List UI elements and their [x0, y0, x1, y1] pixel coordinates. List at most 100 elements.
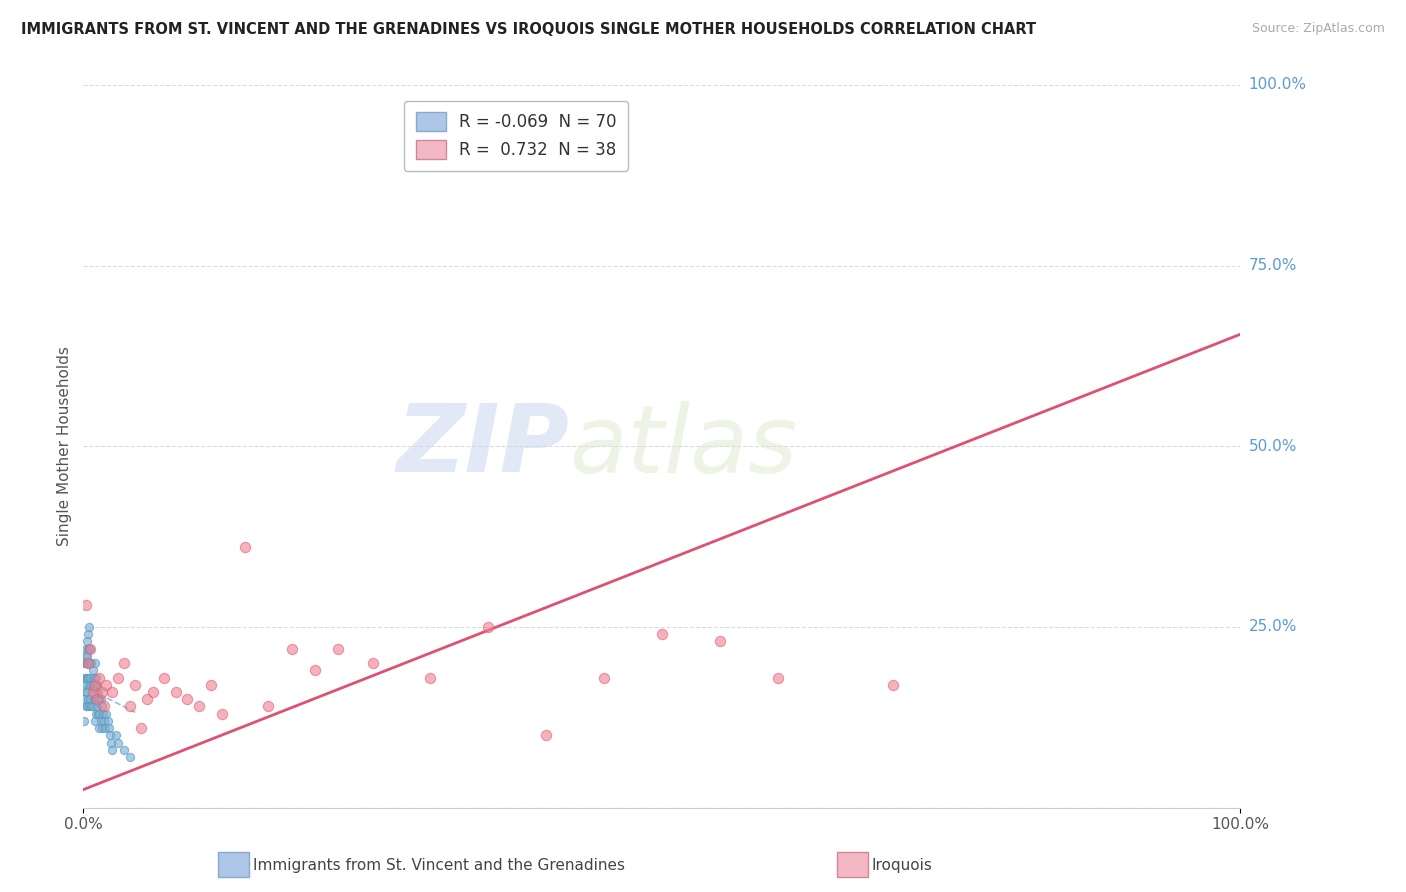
Point — [89, 721, 111, 735]
Point — [83, 692, 105, 706]
Point — [326, 641, 349, 656]
Text: Iroquois: Iroquois — [872, 858, 932, 872]
Point — [91, 706, 114, 721]
Point — [77, 656, 100, 670]
Point — [79, 656, 101, 670]
Point — [75, 671, 97, 685]
Point — [87, 706, 110, 721]
Point — [86, 678, 108, 692]
Point — [142, 685, 165, 699]
Text: IMMIGRANTS FROM ST. VINCENT AND THE GRENADINES VS IROQUOIS SINGLE MOTHER HOUSEHO: IMMIGRANTS FROM ST. VINCENT AND THE GREN… — [21, 22, 1036, 37]
Point — [77, 699, 100, 714]
Point — [188, 699, 211, 714]
Point — [766, 671, 789, 685]
Point — [76, 699, 98, 714]
Point — [77, 671, 100, 685]
Point — [82, 685, 104, 699]
Point — [165, 685, 187, 699]
Point — [200, 678, 222, 692]
Point — [73, 692, 96, 706]
Point — [124, 678, 146, 692]
Text: ZIP: ZIP — [396, 401, 569, 492]
Point — [129, 721, 152, 735]
Point — [98, 728, 121, 742]
Point — [97, 714, 120, 728]
Point — [304, 664, 326, 678]
Point — [83, 671, 105, 685]
Point — [118, 699, 141, 714]
Point — [84, 685, 107, 699]
Point — [86, 699, 108, 714]
Y-axis label: Single Mother Households: Single Mother Households — [58, 346, 72, 546]
Point — [79, 671, 101, 685]
Point — [93, 699, 115, 714]
Text: Source: ZipAtlas.com: Source: ZipAtlas.com — [1251, 22, 1385, 36]
Point — [75, 678, 97, 692]
Point — [90, 699, 112, 714]
Point — [477, 620, 499, 634]
Point — [77, 620, 100, 634]
Point — [651, 627, 673, 641]
Point — [75, 699, 97, 714]
Point — [87, 685, 110, 699]
Point — [82, 699, 104, 714]
Text: atlas: atlas — [569, 401, 797, 491]
Point — [75, 648, 97, 663]
Point — [280, 641, 302, 656]
Point — [83, 714, 105, 728]
Point — [82, 678, 104, 692]
Point — [97, 721, 120, 735]
Point — [76, 685, 98, 699]
Point — [153, 671, 176, 685]
Point — [89, 706, 111, 721]
Point — [86, 692, 108, 706]
Point — [80, 699, 103, 714]
Point — [83, 692, 105, 706]
Point — [709, 634, 731, 648]
Point — [77, 627, 100, 641]
Point — [90, 721, 112, 735]
Point — [82, 664, 104, 678]
Text: 50.0%: 50.0% — [1249, 439, 1296, 454]
Point — [93, 714, 115, 728]
Point — [75, 641, 97, 656]
Point — [77, 656, 100, 670]
Point — [112, 743, 135, 757]
Point — [79, 641, 101, 656]
Point — [76, 648, 98, 663]
Point — [89, 692, 111, 706]
Point — [176, 692, 198, 706]
Point — [593, 671, 616, 685]
Point — [75, 685, 97, 699]
Point — [76, 634, 98, 648]
Point — [76, 671, 98, 685]
Point — [83, 656, 105, 670]
Point — [233, 541, 256, 555]
Point — [84, 706, 107, 721]
Point — [96, 706, 118, 721]
Point — [104, 728, 127, 742]
Point — [101, 685, 124, 699]
Point — [90, 692, 112, 706]
Point — [77, 641, 100, 656]
Point — [76, 656, 98, 670]
Point — [257, 699, 280, 714]
Point — [80, 678, 103, 692]
Text: 25.0%: 25.0% — [1249, 619, 1296, 634]
Point — [135, 692, 157, 706]
Point — [77, 692, 100, 706]
Point — [79, 692, 101, 706]
Point — [77, 678, 100, 692]
Point — [107, 736, 129, 750]
Point — [882, 678, 904, 692]
Point — [96, 678, 118, 692]
Point — [90, 685, 112, 699]
Point — [83, 678, 105, 692]
Point — [83, 678, 105, 692]
Point — [75, 599, 97, 613]
Text: Immigrants from St. Vincent and the Grenadines: Immigrants from St. Vincent and the Gren… — [253, 858, 626, 872]
Point — [73, 656, 96, 670]
Point — [80, 656, 103, 670]
Point — [94, 721, 117, 735]
Point — [89, 671, 111, 685]
